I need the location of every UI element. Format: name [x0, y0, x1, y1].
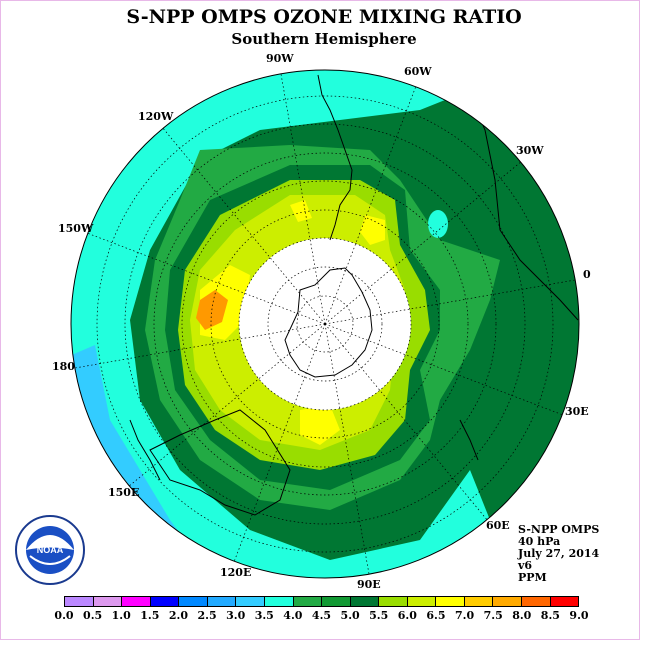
colorbar-segment: [493, 597, 522, 606]
colorbar: [64, 596, 579, 607]
figure-frame: [0, 0, 640, 640]
info-version: v6: [518, 559, 533, 572]
colorbar-segment: [65, 597, 94, 606]
colorbar-tick-label: 0.5: [83, 609, 103, 622]
ozone-band-orange: [196, 290, 228, 330]
colorbar-segment: [179, 597, 208, 606]
lon-label-120e: 120E: [220, 566, 252, 579]
lon-label-90e: 90E: [357, 578, 381, 591]
colorbar-segment: [407, 597, 437, 606]
new-zealand-coastline: [129, 419, 161, 481]
colorbar-segment: [350, 597, 380, 606]
madagascar-coastline: [459, 419, 479, 461]
colorbar-segment: [207, 597, 237, 606]
colorbar-segment: [464, 597, 494, 606]
info-instrument: S-NPP OMPS: [518, 523, 600, 536]
africa-coastline: [469, 94, 579, 321]
lon-label-30w: 30W: [516, 144, 544, 157]
longitude-grid: [74, 73, 576, 575]
colorbar-tick-label: 0.0: [54, 609, 74, 622]
lon-label-60w: 60W: [404, 65, 432, 78]
colorbar-segment: [550, 597, 579, 606]
colorbar-tick-label: 8.5: [540, 609, 560, 622]
colorbar-segment: [379, 597, 408, 606]
ozone-band-yellow-north2: [290, 200, 312, 222]
lon-label-30e: 30E: [565, 405, 589, 418]
colorbar-tick-label: 7.5: [483, 609, 503, 622]
colorbar-segment: [293, 597, 323, 606]
colorbar-tick-labels: 0.0 0.5 1.0 1.5 2.0 2.5 3.0 3.5 4.0 4.5 5.0 5.5 6.0 6…: [54, 609, 588, 623]
ozone-band-yellow-south: [300, 405, 340, 445]
lon-label-180: 180: [52, 360, 75, 373]
antarctica-coastline: [284, 267, 373, 378]
colorbar-segment: [122, 597, 151, 606]
map-title: S-NPP OMPS OZONE MIXING RATIO: [126, 6, 522, 28]
info-date: July 27, 2014: [518, 547, 600, 560]
latitude-grid: [96, 95, 554, 553]
australia-coastline: [149, 409, 291, 516]
colorbar-segment: [522, 597, 551, 606]
colorbar-segment: [264, 597, 294, 606]
colorbar-tick-label: 6.0: [397, 609, 417, 622]
map-subtitle: Southern Hemisphere: [231, 30, 417, 48]
colorbar-tick-label: 9.0: [569, 609, 589, 622]
lon-label-90w: 90W: [266, 52, 294, 65]
colorbar-tick-label: 2.0: [168, 609, 189, 622]
colorbar-segment: [322, 597, 351, 606]
map-boundary: [70, 69, 580, 579]
colorbar-segment: [236, 597, 265, 606]
colorbar-tick-label: 1.5: [140, 609, 160, 622]
lon-label-120w: 120W: [138, 110, 174, 123]
colorbar-tick-label: 8.0: [512, 609, 532, 622]
info-units: PPM: [518, 571, 547, 584]
colorbar-tick-label: 5.0: [340, 609, 360, 622]
colorbar-segment: [436, 597, 465, 606]
ozone-band-yellow-north: [360, 215, 385, 245]
ozone-patch-cyan: [428, 210, 448, 238]
colorbar-tick-label: 3.5: [254, 609, 274, 622]
colorbar-tick-label: 1.0: [111, 609, 131, 622]
colorbar-tick-label: 7.0: [454, 609, 475, 622]
colorbar-tick-label: 2.5: [197, 609, 217, 622]
colorbar-tick-label: 5.5: [369, 609, 389, 622]
colorbar-tick-label: 4.5: [311, 609, 332, 622]
south-america-coastline: [317, 74, 353, 241]
lon-label-0: 0: [583, 268, 591, 281]
lon-label-60e: 60E: [486, 519, 510, 532]
colorbar-segment: [150, 597, 180, 606]
colorbar-tick-label: 6.5: [426, 609, 446, 622]
colorbar-segment: [93, 597, 123, 606]
info-block: S-NPP OMPS 40 hPa July 27, 2014 v6 PPM: [518, 524, 599, 584]
lon-label-150w: 150W: [58, 222, 94, 235]
colorbar-tick-label: 4.0: [283, 609, 303, 622]
info-level: 40 hPa: [518, 535, 561, 548]
lon-label-150e: 150E: [108, 486, 140, 499]
colorbar-tick-label: 3.0: [226, 609, 246, 622]
